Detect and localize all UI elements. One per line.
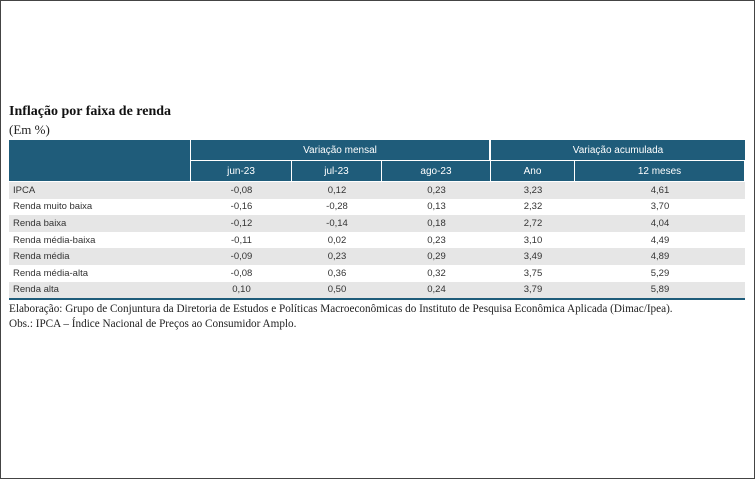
cell-value: -0,09 xyxy=(230,251,253,263)
cell-value: 3,70 xyxy=(650,201,670,213)
header-corner xyxy=(9,140,190,181)
cell-value: 0,29 xyxy=(427,251,446,263)
cell-value: 0,36 xyxy=(327,267,347,279)
row-bg xyxy=(9,281,745,299)
cell-value: 0,18 xyxy=(427,217,446,229)
cell-value: 3,75 xyxy=(523,267,543,279)
cell-value: -0,14 xyxy=(326,217,348,229)
cell-value: -0,12 xyxy=(230,217,253,229)
row-bg xyxy=(9,265,745,282)
cell-value: 0,13 xyxy=(427,201,446,213)
cell-value: 3,23 xyxy=(523,184,543,196)
column-header: jun-23 xyxy=(191,161,291,181)
cell-value: 4,49 xyxy=(650,234,670,246)
cell-value: 0,23 xyxy=(427,184,446,196)
cell-value: 5,89 xyxy=(650,284,670,296)
cell-value: -0,16 xyxy=(230,201,253,213)
row-label: IPCA xyxy=(13,184,36,196)
table-title: Inflação por faixa de renda xyxy=(9,104,172,119)
cell-value: 0,12 xyxy=(327,184,347,196)
table-subtitle: (Em %) xyxy=(9,122,50,137)
column-header: 12 meses xyxy=(575,161,744,181)
row-bg xyxy=(9,182,745,199)
cell-value: 4,89 xyxy=(650,251,670,263)
cell-value: -0,08 xyxy=(230,267,253,279)
cell-value: 0,32 xyxy=(427,267,446,279)
obs-note: Obs.: IPCA – Índice Nacional de Preços a… xyxy=(9,318,297,330)
row-label: Renda muito baixa xyxy=(13,201,93,213)
row-label: Renda média-alta xyxy=(13,267,88,279)
row-label: Renda média xyxy=(13,251,70,263)
cell-value: 0,23 xyxy=(427,234,446,246)
cell-value: 4,04 xyxy=(650,217,670,229)
cell-value: -0,08 xyxy=(230,184,253,196)
column-header: jul-23 xyxy=(292,161,381,181)
cell-value: 4,61 xyxy=(650,184,670,196)
cell-value: 3,79 xyxy=(523,284,543,296)
column-header: ago-23 xyxy=(382,161,490,181)
cell-value: 0,50 xyxy=(327,284,347,296)
column-header: Ano xyxy=(491,161,574,181)
row-label: Renda baixa xyxy=(13,217,67,229)
cell-value: 5,29 xyxy=(650,267,670,279)
cell-value: -0,11 xyxy=(231,234,252,246)
cell-value: -0,28 xyxy=(326,201,348,213)
row-label: Renda média-baixa xyxy=(13,234,96,246)
group-header: Variação mensal xyxy=(191,140,489,160)
row-bg xyxy=(9,215,745,232)
cell-value: 0,24 xyxy=(427,284,446,296)
row-bg xyxy=(9,248,745,265)
row-bg xyxy=(9,231,745,249)
cell-value: 2,72 xyxy=(523,217,543,229)
cell-value: 3,49 xyxy=(523,251,543,263)
table-bottom-rule xyxy=(9,298,745,300)
cell-value: 0,10 xyxy=(232,284,251,296)
group-header: Variação acumulada xyxy=(491,140,745,160)
cell-value: 3,10 xyxy=(523,234,543,246)
row-label: Renda alta xyxy=(13,284,59,296)
cell-value: 2,32 xyxy=(523,201,543,213)
row-bg xyxy=(9,198,745,216)
cell-value: 0,02 xyxy=(327,234,347,246)
cell-value: 0,23 xyxy=(327,251,347,263)
source-note: Elaboração: Grupo de Conjuntura da Diret… xyxy=(9,303,673,315)
